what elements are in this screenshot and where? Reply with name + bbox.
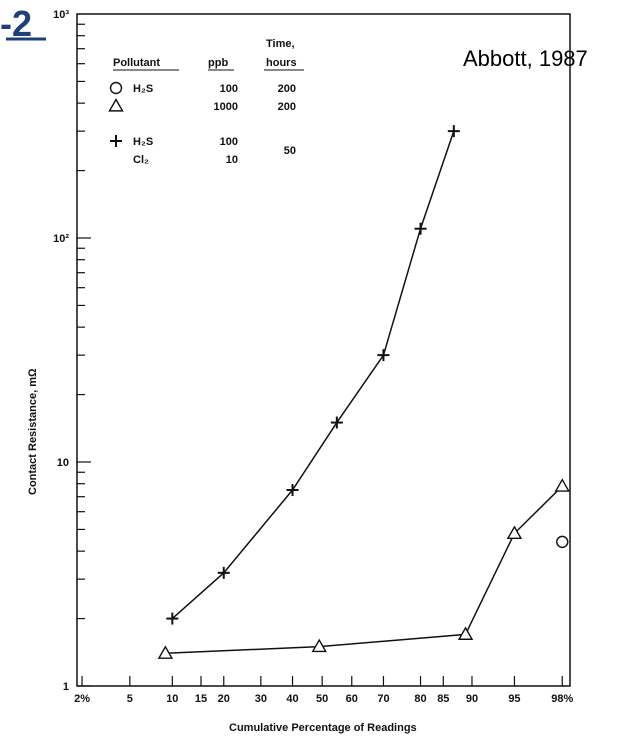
legend-ppb: 100: [220, 136, 238, 148]
y-tick-label: 1: [63, 681, 69, 693]
triangle-marker: [554, 478, 570, 492]
legend-header-pollutant: Pollutant: [113, 57, 160, 69]
plus-series: [166, 125, 460, 625]
triangle-marker: [108, 98, 124, 112]
legend-pollutant: H₂S: [133, 83, 153, 95]
legend-row: H₂S 100 50: [110, 135, 296, 157]
legend-time: 200: [278, 101, 296, 113]
series-layer: [157, 125, 570, 659]
legend-row: Cl₂ 10: [133, 154, 238, 166]
plus-marker: [286, 483, 299, 496]
triangle-marker: [311, 638, 327, 653]
x-tick-label: 85: [437, 693, 449, 705]
x-tick-label: 80: [414, 693, 426, 705]
x-tick-label: 2%: [74, 693, 90, 705]
x-tick-label: 70: [377, 693, 389, 705]
plus-marker: [377, 349, 390, 362]
x-tick-label: 40: [286, 693, 298, 705]
legend: Pollutant ppb Time, hours H₂S 100 200 1000 2…: [108, 38, 304, 166]
y-tick-label: 10²: [53, 233, 69, 245]
figure-number: -2: [0, 3, 32, 44]
plus-series-line: [171, 130, 455, 620]
plus-marker: [447, 125, 460, 138]
legend-pollutant: H₂S: [133, 136, 153, 148]
plus-marker: [414, 222, 427, 235]
y-axis-title: Contact Resistance, mΩ: [27, 368, 39, 495]
x-tick-label: 50: [316, 693, 328, 705]
x-tick-label: 20: [218, 693, 230, 705]
legend-header-time-line1: Time,: [266, 38, 295, 50]
circle-marker: [109, 81, 123, 95]
y-tick-label: 10: [57, 457, 69, 469]
x-tick-label: 60: [346, 693, 358, 705]
x-tick-label: 10: [166, 693, 178, 705]
legend-pollutant: Cl₂: [133, 154, 149, 166]
plus-marker: [330, 416, 343, 429]
x-tick-label: 15: [195, 693, 207, 705]
legend-ppb: 100: [220, 83, 238, 95]
plus-marker: [166, 612, 179, 625]
y-axis-ticks: [77, 23, 91, 687]
plus-marker: [110, 135, 122, 147]
triangle-marker: [457, 626, 474, 640]
legend-time: 50: [284, 145, 296, 157]
legend-time: 200: [278, 83, 296, 95]
x-tick-label: 5: [127, 693, 133, 705]
x-axis-title: Cumulative Percentage of Readings: [229, 722, 417, 734]
x-axis-labels: 2% 5 10 15 20 30 40 50 60 70 80 85 90 95 98%: [74, 693, 573, 705]
x-tick-label: 98%: [551, 693, 573, 705]
triangle-series: [157, 478, 570, 659]
x-tick-label: 30: [255, 693, 267, 705]
plot-frame: [76, 13, 571, 687]
legend-row: H₂S 100 200: [109, 81, 296, 95]
legend-ppb: 1000: [214, 101, 238, 113]
triangle-marker: [506, 525, 523, 539]
y-axis-labels: 1 10 10² 10³: [53, 9, 69, 693]
y-tick-label: 10³: [53, 9, 69, 21]
citation-text: Abbott, 1987: [463, 46, 588, 71]
legend-header-time-line2: hours: [266, 57, 297, 69]
legend-ppb: 10: [226, 154, 238, 166]
plus-marker: [217, 566, 230, 579]
triangle-series-line: [165, 485, 563, 655]
x-tick-label: 95: [508, 693, 520, 705]
legend-header-ppb: ppb: [208, 57, 228, 69]
legend-row: 1000 200: [108, 98, 296, 113]
legend-rows: H₂S 100 200 1000 200 H₂S 100 50 Cl₂ 10: [108, 81, 296, 166]
circle-marker: [556, 535, 569, 549]
x-tick-label: 90: [466, 693, 478, 705]
circle-series: [556, 535, 569, 549]
x-axis-ticks: [81, 676, 563, 686]
triangle-marker: [157, 645, 174, 659]
